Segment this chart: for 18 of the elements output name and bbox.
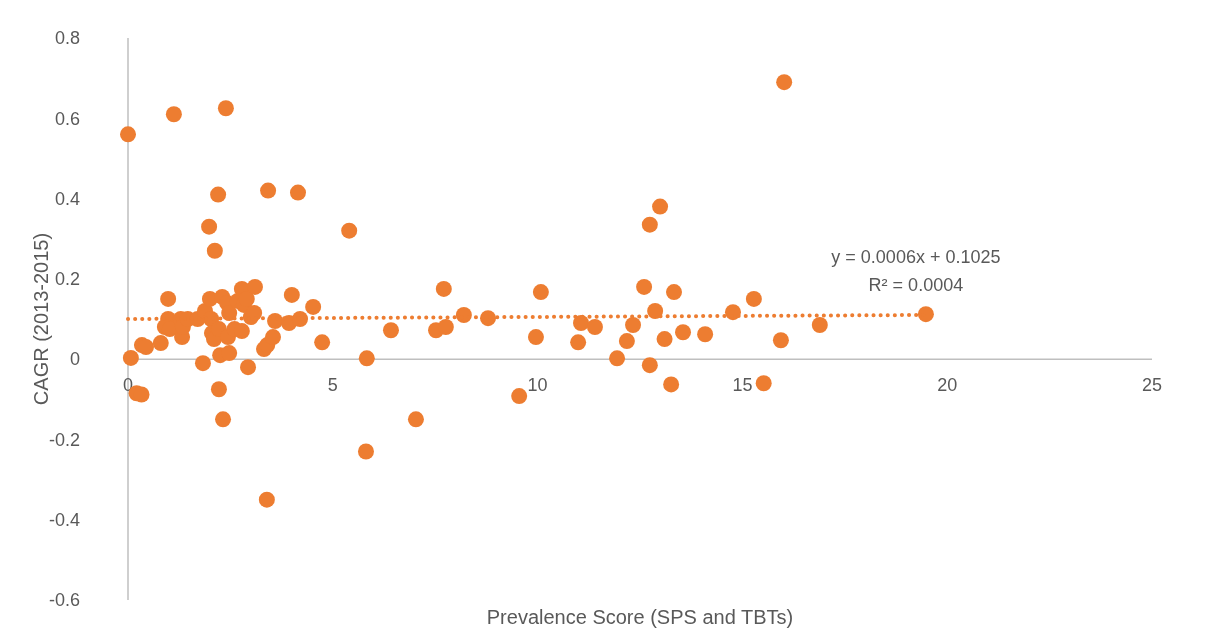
x-axis-title: Prevalence Score (SPS and TBTs) [486,606,794,628]
x-tick-label: 10 [527,375,548,396]
y-tick-label: 0.4 [54,188,80,209]
x-tick-label: 0 [122,375,134,396]
x-tick-label: 5 [327,375,338,396]
y-tick-label: 0.2 [54,269,80,290]
y-axis-title: CAGR (2013-2015) [30,232,52,406]
y-tick-label: 0 [69,349,80,370]
x-tick-label: 25 [1141,375,1163,396]
x-tick-label: 15 [732,375,753,396]
y-tick-label: -0.6 [48,590,80,611]
y-tick-label: 0.8 [54,28,80,49]
y-tick-label: -0.4 [48,510,80,531]
y-tick-label: -0.2 [48,429,80,450]
annotation: R² = 0.0004 [868,274,964,295]
annotation: y = 0.0006x + 0.1025 [831,246,1001,267]
y-tick-label: 0.6 [54,108,80,129]
x-tick-label: 20 [937,375,958,396]
